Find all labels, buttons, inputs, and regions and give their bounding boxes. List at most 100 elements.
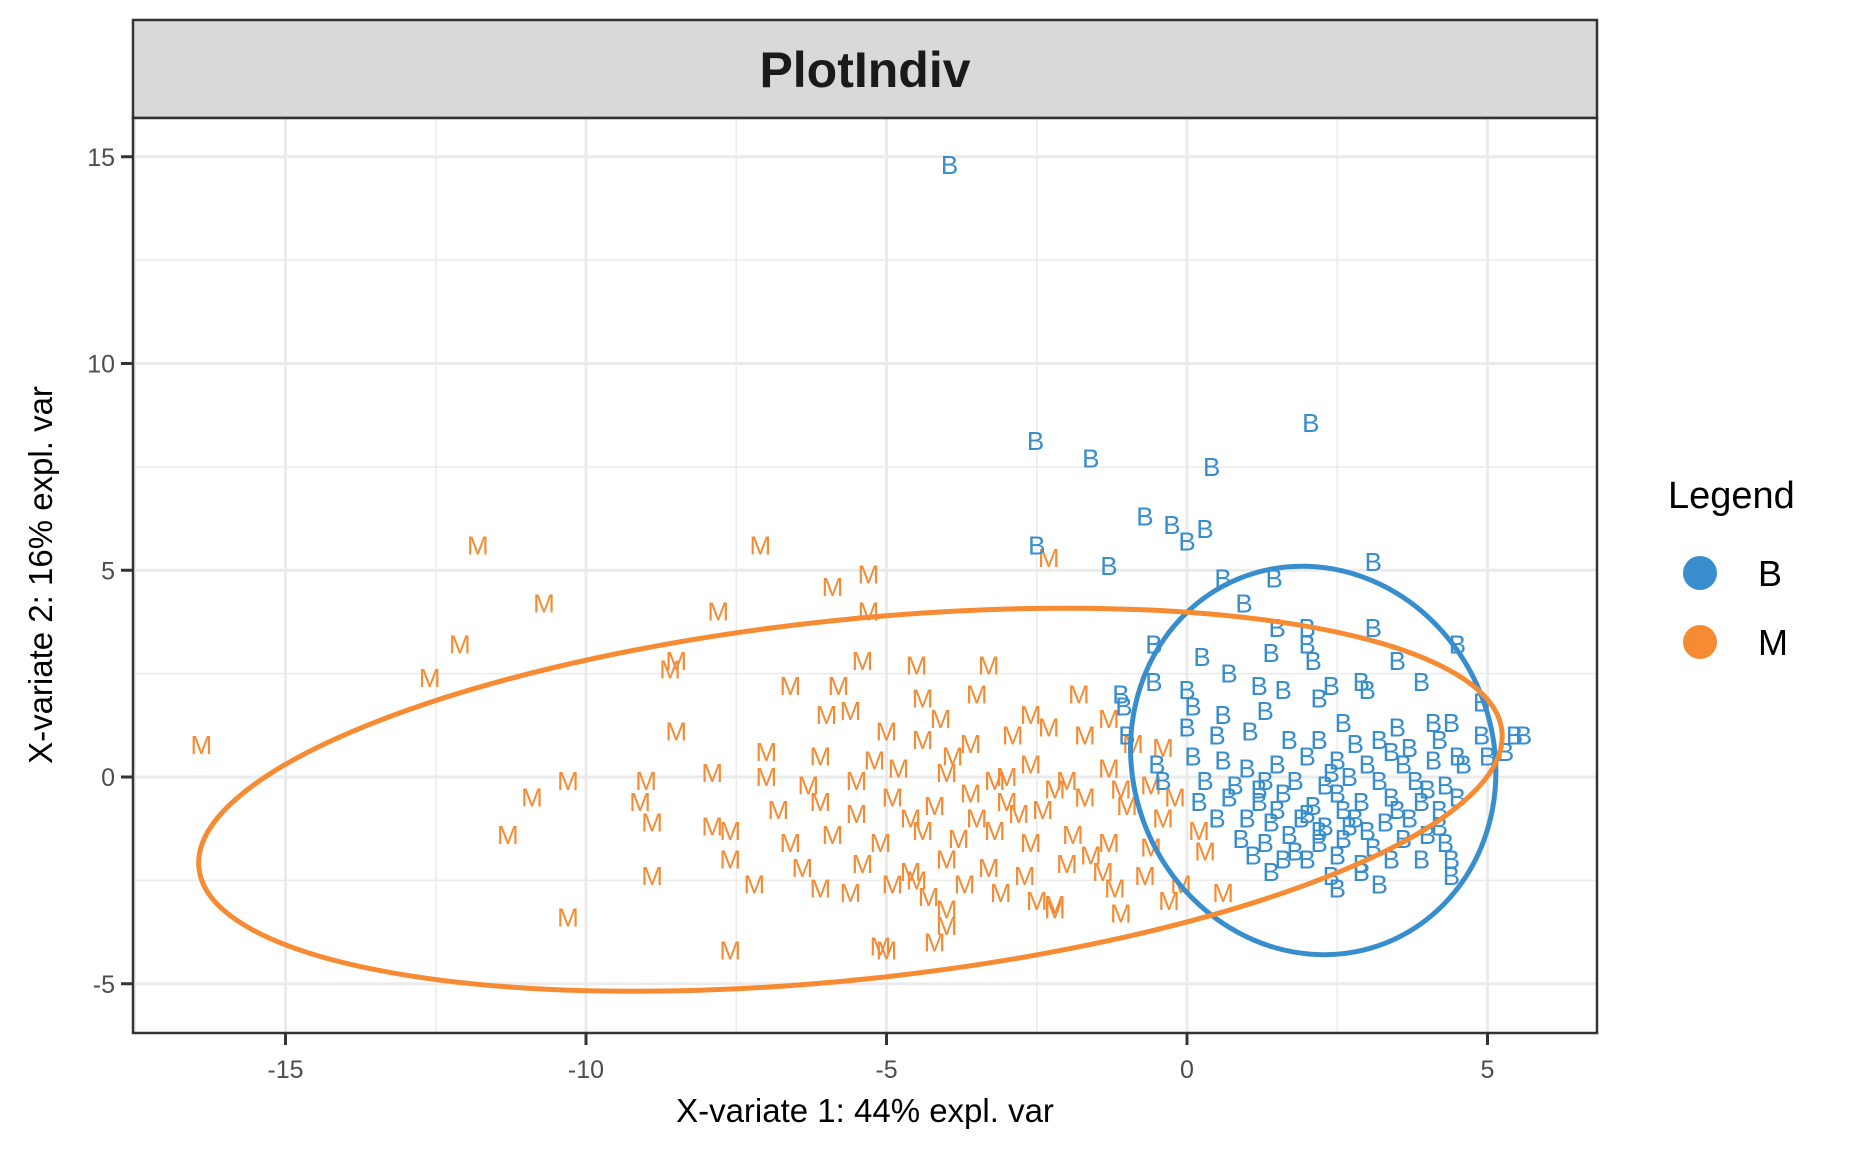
point-b: B <box>1274 675 1291 705</box>
point-b: B <box>1203 452 1220 482</box>
point-m: M <box>1098 754 1120 784</box>
point-b: B <box>1268 750 1285 780</box>
point-b: B <box>1431 725 1448 755</box>
point-b: B <box>1305 791 1322 821</box>
point-b: B <box>1347 803 1364 833</box>
point-m: M <box>966 679 988 709</box>
point-m: M <box>810 874 832 904</box>
point-b: B <box>1329 779 1346 809</box>
point-b: B <box>1389 646 1406 676</box>
point-b: B <box>1235 588 1252 618</box>
point-m: M <box>1038 712 1060 742</box>
point-b: B <box>1256 696 1273 726</box>
point-b: B <box>1250 671 1267 701</box>
point-b: B <box>1371 725 1388 755</box>
point-m: M <box>912 816 934 846</box>
point-m: M <box>1098 704 1120 734</box>
point-m: M <box>846 766 868 796</box>
legend-key-b-icon <box>1683 556 1717 590</box>
point-m: M <box>719 816 741 846</box>
point-m: M <box>1044 890 1066 920</box>
legend-key-m-icon <box>1683 625 1717 659</box>
point-b: B <box>1193 642 1210 672</box>
point-m: M <box>1110 898 1132 928</box>
point-b: B <box>1238 803 1255 833</box>
point-b: B <box>1401 733 1418 763</box>
point-m: M <box>960 779 982 809</box>
point-b: B <box>1178 712 1195 742</box>
point-m: M <box>1014 861 1036 891</box>
point-m: M <box>1020 700 1042 730</box>
point-m: M <box>990 878 1012 908</box>
point-b: B <box>1287 766 1304 796</box>
point-b: B <box>1154 766 1171 796</box>
point-m: M <box>635 766 657 796</box>
point-b: B <box>1299 799 1316 829</box>
point-b: B <box>1353 787 1370 817</box>
y-axis: -5 0 5 10 15 <box>87 144 133 999</box>
point-m: M <box>767 795 789 825</box>
point-m: M <box>924 791 946 821</box>
point-b: B <box>1425 708 1442 738</box>
point-b: B <box>1335 795 1352 825</box>
x-axis-title: X-variate 1: 44% expl. var <box>676 1092 1054 1129</box>
point-b: B <box>1335 824 1352 854</box>
x-tick-label: 0 <box>1180 1056 1194 1084</box>
point-b: B <box>1220 659 1237 689</box>
x-tick-label: -10 <box>568 1056 604 1084</box>
point-b: B <box>1262 638 1279 668</box>
point-m: M <box>966 803 988 833</box>
point-b: B <box>1515 721 1532 751</box>
point-m: M <box>822 572 844 602</box>
point-b: B <box>1299 741 1316 771</box>
point-b: B <box>1323 671 1340 701</box>
legend-item-b[interactable]: B <box>1683 553 1782 594</box>
point-b: B <box>1389 712 1406 742</box>
point-m: M <box>912 725 934 755</box>
point-b: B <box>1323 758 1340 788</box>
point-m: M <box>1098 828 1120 858</box>
point-b: B <box>1112 679 1129 709</box>
x-axis: -15 -10 -5 0 5 <box>267 1033 1494 1084</box>
point-m: M <box>1110 774 1132 804</box>
point-m: M <box>900 803 922 833</box>
y-axis-title: X-variate 2: 16% expl. var <box>22 386 59 764</box>
point-b: B <box>1341 812 1358 842</box>
point-b: B <box>1365 547 1382 577</box>
point-m: M <box>1020 828 1042 858</box>
point-b: B <box>1115 692 1132 722</box>
point-m: M <box>1134 861 1156 891</box>
point-m: M <box>1212 878 1234 908</box>
legend-item-m[interactable]: M <box>1683 622 1788 663</box>
point-m: M <box>1056 766 1078 796</box>
point-b: B <box>1443 861 1460 891</box>
point-m: M <box>659 654 681 684</box>
point-m: M <box>1032 795 1054 825</box>
legend-label-b: B <box>1758 553 1782 594</box>
point-b: B <box>1232 824 1249 854</box>
point-m: M <box>191 730 213 760</box>
point-m: M <box>1044 894 1066 924</box>
point-m: M <box>792 853 814 883</box>
point-m: M <box>930 704 952 734</box>
point-b: B <box>1425 745 1442 775</box>
point-b: B <box>1329 841 1346 871</box>
point-b: B <box>1256 828 1273 858</box>
point-m: M <box>918 882 940 912</box>
point-b: B <box>1299 630 1316 660</box>
point-b: B <box>1353 667 1370 697</box>
legend-label-m: M <box>1758 622 1788 663</box>
point-m: M <box>942 741 964 771</box>
point-b: B <box>1473 721 1490 751</box>
point-b: B <box>1250 787 1267 817</box>
point-m: M <box>936 845 958 875</box>
point-b: B <box>1347 729 1364 759</box>
point-m: M <box>1038 543 1060 573</box>
point-m: M <box>701 758 723 788</box>
point-b: B <box>1302 408 1319 438</box>
y-tick-label: 0 <box>101 764 115 792</box>
point-m: M <box>840 878 862 908</box>
point-b: B <box>1389 795 1406 825</box>
point-b: B <box>1506 721 1523 751</box>
